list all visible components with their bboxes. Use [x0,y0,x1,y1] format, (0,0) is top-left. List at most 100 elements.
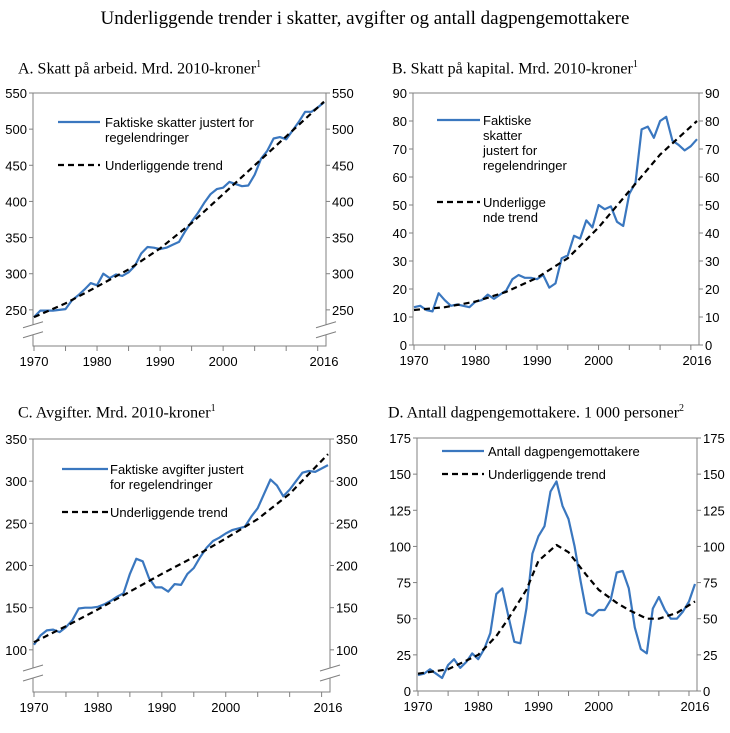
panel-b-title-text: B. Skatt på kapital. Mrd. 2010-kroner [392,60,633,78]
panel-a-plot-frame [32,92,327,347]
panel-a-ytick-label-right: 400 [332,194,354,209]
panel-b-ytick-label-right: 30 [705,254,719,269]
panel-d-ytick-label-right: 50 [703,612,717,627]
panel-c-title-text: C. Avgifter. Mrd. 2010-kroner [18,404,211,422]
panel-d-title: D. Antall dagpengemottakere. 1 000 perso… [388,403,684,422]
panel-b-ytick-label-right: 70 [705,142,719,157]
panel-c-axis-break-gap [31,668,35,679]
panel-a-trend-line [33,100,325,319]
panel-a-axis-break-mark [22,321,44,329]
panel-a-xtick-label: 1990 [146,354,175,369]
panel-c-actual-line [33,464,329,646]
panel-b-footnote: 1 [632,59,638,70]
panel-a-axis-break-mark [22,331,44,339]
panel-a-ytick-label-left: 550 [5,86,27,101]
panel-b-xtick-label: 1990 [523,353,552,368]
panel-d-xtick-label: 2016 [681,699,710,714]
panel-c-axis-break-mark [319,674,341,682]
panel-d-footnote: 2 [679,403,685,414]
panel-b-ytick-label-right: 20 [705,282,719,297]
panel-d-plot-frame [416,437,698,692]
panel-b-ytick-label-left: 70 [393,142,407,157]
panel-d-ytick-label-right: 100 [703,539,725,554]
panel-b-ytick-label-left: 80 [393,114,407,129]
panel-a-ytick-label-right: 300 [332,267,354,282]
panel-c-ytick-label-right: 250 [336,516,358,531]
panel-b-ytick-label-right: 0 [705,338,712,353]
panel-d-ytick-label-left: 150 [389,467,411,482]
panel-b-ytick-label-left: 0 [400,338,407,353]
panel-d-ytick-label-left: 100 [389,539,411,554]
panel-b-trend-line [413,120,698,312]
panel-b-ytick-label-right: 40 [705,226,719,241]
panel-d-xtick-label: 2000 [584,699,613,714]
panel-d-ytick-label-right: 25 [703,648,717,663]
panel-a-axis-break-mark [315,331,337,339]
panel-a-xtick-label: 2016 [310,354,339,369]
panel-c-ytick-label-right: 150 [336,601,358,616]
panel-a-legend-trend: Underliggende trend [105,158,223,173]
panel-a-ytick-label-right: 450 [332,158,354,173]
panel-b-ytick-label-right: 50 [705,198,719,213]
panel-d-xtick-label: 1970 [404,699,433,714]
panel-c-ytick-label-left: 350 [5,432,27,447]
panel-b-ytick-label-right: 90 [705,86,719,101]
panel-a-axis-break-mark [315,321,337,329]
panel-d-ytick-label-left: 125 [389,503,411,518]
panel-d-ytick-label-left: 0 [404,684,411,699]
panel-c-trend-line [33,453,329,644]
panel-c-ytick-label-left: 150 [5,601,27,616]
panel-c-axis-break-mark [22,664,44,672]
panel-c-ytick-label-left: 200 [5,559,27,574]
panel-b-title: B. Skatt på kapital. Mrd. 2010-kroner1 [392,59,638,78]
panel-a-ytick-label-left: 400 [5,194,27,209]
panel-c-axis-break-gap [328,668,332,679]
panel-d-ytick-label-right: 150 [703,467,725,482]
panel-d-ytick-label-left: 175 [389,431,411,446]
panel-d-ytick-label-right: 175 [703,431,725,446]
panel-b-ytick-label-left: 10 [393,310,407,325]
panel-a-ytick-label-left: 450 [5,158,27,173]
panel-a-axis-break-gap [324,324,328,335]
panel-a-footnote: 1 [256,59,262,70]
panel-d-title-text: D. Antall dagpengemottakere. 1 000 perso… [388,404,680,422]
panel-d-actual-line [417,480,697,680]
panel-a-ytick-label-right: 500 [332,122,354,137]
panel-c-legend-actual: Faktiske avgifter justert for regelendri… [110,462,244,492]
panel-a-xtick-label: 2000 [209,354,238,369]
panel-b-plot-frame [412,92,700,346]
panel-c-xtick-label: 2000 [211,700,240,715]
panel-b-actual-line [413,115,698,313]
panel-b-xtick-label: 2016 [683,353,712,368]
panel-a-axis-break-gap [31,324,35,335]
panel-b-xtick-label: 2000 [584,353,613,368]
panel-b-ytick-label-left: 60 [393,170,407,185]
panel-b-ytick-label-left: 50 [393,198,407,213]
panel-a-title: A. Skatt på arbeid. Mrd. 2010-kroner1 [18,59,261,78]
panel-b-ytick-label-right: 10 [705,310,719,325]
panel-c-legend-trend: Underliggende trend [110,505,228,520]
panel-b-ytick-label-left: 30 [393,254,407,269]
panel-c-ytick-label-right: 200 [336,559,358,574]
panel-c-ytick-label-left: 300 [5,474,27,489]
panel-c-xtick-label: 1980 [83,700,112,715]
panel-c-ytick-label-right: 300 [336,474,358,489]
panel-a-actual-line [33,101,325,318]
panel-d-ytick-label-left: 25 [397,648,411,663]
panel-b-ytick-label-right: 60 [705,170,719,185]
panel-a-ytick-label-left: 250 [5,303,27,318]
panel-c-ytick-label-left: 100 [5,643,27,658]
panel-a-title-text: A. Skatt på arbeid. Mrd. 2010-kroner [18,60,257,78]
panel-a-ytick-label-right: 350 [332,231,354,246]
panel-a-ytick-label-right: 250 [332,303,354,318]
panel-b-ytick-label-left: 90 [393,86,407,101]
panel-d-ytick-label-right: 125 [703,503,725,518]
panel-a-ytick-label-left: 350 [5,231,27,246]
panel-c-xtick-label: 1990 [147,700,176,715]
panel-a-ytick-label-left: 500 [5,122,27,137]
figure-title: Underliggende trender i skatter, avgifte… [100,8,630,29]
panel-c-axis-break-mark [22,674,44,682]
panel-b-legend-actual: Faktiske skatter justert for regelendrin… [483,113,567,173]
panel-d-ytick-label-left: 50 [397,612,411,627]
